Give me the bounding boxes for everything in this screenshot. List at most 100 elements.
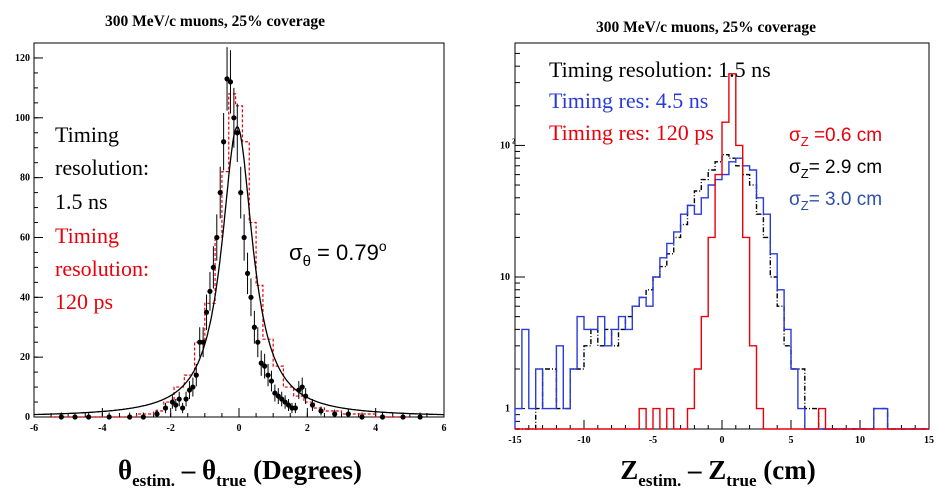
left-point-marker: [303, 393, 309, 399]
left-point-marker: [255, 339, 261, 345]
left-data-point: [251, 310, 257, 344]
left-point-marker: [176, 396, 182, 402]
left-point-marker: [285, 402, 292, 408]
right-xlabel-tail: (cm): [757, 455, 816, 485]
left-point-marker: [400, 414, 406, 420]
left-data-point: [359, 412, 365, 420]
left-annot-red-3: 120 ps: [55, 289, 113, 314]
right-legend-red: Timing res: 120 ps: [549, 120, 714, 145]
left-data-point: [296, 381, 302, 400]
left-data-point: [127, 412, 133, 420]
left-data-point: [176, 391, 182, 407]
left-annot-black-2: resolution:: [55, 155, 149, 180]
left-point-marker: [258, 360, 264, 366]
left-annot-red-1: Timing: [55, 223, 119, 248]
left-data-point: [227, 50, 234, 114]
left-data-point: [417, 412, 423, 420]
left-data-point: [162, 402, 169, 414]
left-data-point: [106, 412, 112, 420]
right-x-tick-label: 10: [855, 435, 865, 446]
left-data-point: [183, 391, 189, 407]
right-sigma-blue-sub: Z: [801, 198, 809, 213]
left-data-point: [207, 271, 213, 311]
left-point-marker: [207, 288, 213, 294]
left-xlabel-main: θ: [118, 455, 132, 485]
left-point-marker: [279, 396, 285, 402]
left-red-dashed-histogram: [51, 93, 410, 418]
left-point-marker: [241, 234, 247, 241]
left-point-marker: [72, 414, 78, 420]
right-sigma-blue-value: = 3.0 cm: [809, 189, 882, 210]
left-fit-curve: [34, 126, 444, 416]
left-data-point: [86, 412, 92, 420]
left-y-tick-label: 80: [20, 173, 30, 184]
left-data-point: [224, 47, 230, 111]
left-point-marker: [180, 405, 186, 411]
left-data-point: [244, 252, 251, 295]
left-point-marker: [214, 234, 220, 241]
left-point-marker: [169, 399, 175, 405]
left-point-marker: [173, 402, 179, 408]
left-point-marker: [417, 414, 423, 420]
right-xlabel-mid: – Z: [681, 455, 726, 485]
left-point-marker: [265, 372, 271, 378]
left-sigma-sup: o: [379, 238, 387, 254]
left-data-point: [262, 353, 268, 379]
left-data-point: [248, 278, 254, 317]
left-annot-black-3: 1.5 ns: [55, 189, 108, 214]
left-point-marker: [359, 414, 365, 420]
right-blue-histogram: [514, 157, 929, 430]
left-y-tick-label: 20: [20, 352, 30, 363]
right-sigma-black-symbol: σ: [789, 157, 801, 178]
left-point-marker: [251, 324, 257, 330]
left-annot-red-2: resolution:: [55, 256, 149, 281]
left-series: [34, 47, 444, 420]
right-sigma-black: σZ= 2.9 cm: [789, 157, 882, 181]
left-point-marker: [210, 264, 216, 270]
left-sigma-symbol: σ: [289, 240, 303, 265]
left-y-tick-label: 100: [15, 113, 30, 124]
left-data-point: [72, 412, 78, 420]
left-point-marker: [106, 414, 112, 420]
left-point-marker: [154, 411, 160, 417]
left-point-marker: [162, 405, 169, 411]
left-point-marker: [227, 79, 234, 85]
right-x-tick-label: 5: [789, 435, 794, 446]
left-x-tick-label: 4: [373, 423, 378, 434]
left-point-marker: [186, 387, 193, 393]
left-x-tick-label: -4: [98, 423, 106, 434]
right-x-tick-label: 15: [924, 435, 934, 446]
left-data-point: [140, 412, 146, 420]
right-sigma-red: σZ =0.6 cm: [789, 125, 882, 149]
right-chart-title: 300 MeV/c muons, 25% coverage: [596, 19, 816, 36]
left-x-tick-label: 6: [442, 423, 447, 434]
left-x-tick-label: 0: [237, 423, 242, 434]
left-point-marker: [262, 363, 268, 369]
left-point-marker: [268, 378, 275, 384]
left-data-point: [221, 113, 227, 171]
left-data-point: [210, 246, 216, 289]
left-point-marker: [345, 411, 351, 417]
right-sigma-red-symbol: σ: [789, 125, 801, 146]
left-point-marker: [203, 309, 210, 315]
left-chart-title: 300 MeV/c muons, 25% coverage: [105, 13, 325, 30]
right-y-tick-label: 1: [505, 404, 510, 415]
left-y-tick-label: 40: [20, 292, 30, 303]
right-sigma-blue: σZ= 3.0 cm: [789, 189, 882, 213]
left-data-point: [173, 399, 179, 412]
left-data-point: [279, 391, 285, 407]
right-x-tick-label: -10: [577, 435, 590, 446]
left-data-point: [217, 166, 223, 219]
left-annot-black-1: Timing: [55, 122, 119, 147]
left-data-point: [282, 395, 288, 409]
left-point-marker: [332, 411, 338, 417]
left-data-point: [309, 399, 316, 412]
left-data-point: [203, 294, 210, 330]
left-x-axis-label: θestim. – θtrue (Degrees): [118, 455, 362, 490]
left-data-point: [400, 412, 406, 420]
left-data-point: [169, 395, 175, 409]
right-sigma-red-sub: Z: [801, 134, 809, 149]
left-x-tick-label: 2: [305, 423, 310, 434]
right-x-tick-label: -15: [508, 435, 521, 446]
left-point-marker: [200, 339, 206, 345]
